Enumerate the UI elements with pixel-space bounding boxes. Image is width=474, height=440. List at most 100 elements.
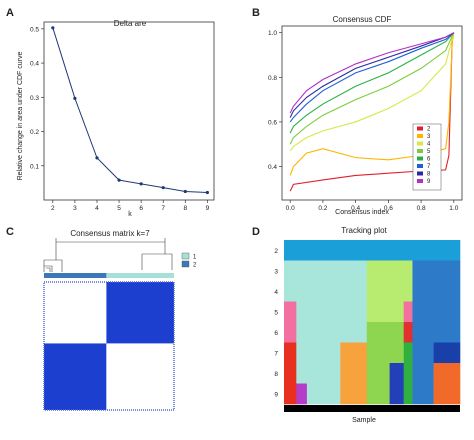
cluster-legend-swatch [181, 260, 190, 268]
consensus-cdf-ytick-label: 0.6 [268, 119, 277, 126]
panel-letter-d: D [252, 226, 260, 238]
consensus-cdf-series-4 [289, 32, 455, 152]
tracking-segment [306, 383, 341, 405]
legend-swatch [417, 126, 423, 131]
tracking-row-label: 8 [274, 371, 278, 378]
tracking-segment [403, 342, 413, 364]
consensus-cdf-series-9 [289, 32, 455, 114]
tracking-plot-chart: Tracking plot Sample 2 3 4 5 6 7 8 9 [274, 226, 461, 424]
tracking-segment [412, 342, 434, 364]
consensus-cdf-series-7 [289, 32, 455, 123]
delta-area-point [161, 186, 165, 190]
tracking-row-label: 2 [274, 248, 278, 255]
cluster-legend-label: 2 [193, 263, 197, 269]
consensus-cdf-ytick-label: 0.4 [268, 164, 277, 171]
tracking-segment [284, 240, 368, 261]
consensus-cdf-frame [281, 25, 463, 201]
delta-area-ytick-label: 0.4 [30, 61, 39, 68]
delta-area-line [52, 27, 208, 193]
legend-label: 4 [427, 142, 431, 148]
legend-label: 9 [427, 179, 431, 185]
consensus-cdf-series-2 [289, 32, 455, 192]
consensus-cdf-ytick-label: 1.0 [268, 30, 277, 37]
panel-letter-a: A [6, 7, 14, 19]
legend-label: 6 [427, 157, 431, 163]
tracking-segment [284, 301, 297, 323]
tracking-segment [340, 383, 368, 405]
consensus-cdf-series-3 [289, 32, 455, 176]
matrix-block [44, 343, 107, 410]
dendrogram [43, 238, 173, 272]
delta-area-ytick-label: 0.1 [30, 163, 39, 170]
delta-area-xlabel: k [128, 211, 132, 218]
matrix-border [43, 281, 175, 411]
tracking-segment [284, 260, 368, 282]
tracking-segment [389, 383, 404, 405]
legend-label: 5 [427, 149, 431, 155]
matrix-block [106, 343, 174, 410]
tracking-segment [284, 342, 297, 364]
delta-area-xtick-label: 5 [117, 205, 121, 212]
tracking-segment [433, 342, 461, 364]
tracking-row-label: 3 [274, 268, 278, 275]
legend-swatch [417, 156, 423, 161]
tracking-row-label: 6 [274, 330, 278, 337]
tracking-segment [296, 383, 308, 405]
consensus-matrix-legend: 12 [181, 252, 197, 269]
delta-area-xtick-label: 9 [206, 205, 210, 212]
consensus-matrix-title: Consensus matrix k=7 [70, 229, 150, 238]
cluster-bar-segment-2 [44, 273, 107, 278]
tracking-segment [403, 301, 413, 323]
tracking-segment [403, 363, 413, 384]
delta-area-frame [43, 21, 215, 201]
tracking-segment [412, 383, 434, 405]
delta-area-point [205, 190, 209, 195]
tracking-row-label: 9 [274, 391, 278, 398]
tracking-segment [403, 383, 413, 405]
consensus-cdf-xtick-label: 0.0 [286, 205, 295, 212]
legend-swatch [417, 141, 423, 146]
panel-letter-c: C [6, 226, 14, 238]
tracking-segment [412, 281, 461, 302]
consensus-cdf-series-8 [289, 32, 455, 118]
delta-area-point [183, 189, 187, 194]
delta-area-ytick-label: 0.3 [30, 95, 39, 102]
legend-label: 8 [427, 172, 431, 178]
tracking-segment [412, 363, 434, 384]
tracking-segment [284, 383, 297, 405]
delta-area-xtick-label: 6 [139, 205, 143, 212]
consensus-cdf-series-5 [289, 32, 455, 145]
delta-area-ytick-label: 0.5 [30, 26, 39, 33]
tracking-segment [412, 260, 461, 282]
legend-label: 3 [427, 134, 431, 140]
matrix-block [106, 282, 174, 344]
delta-area-point [95, 156, 99, 160]
consensus-cdf-chart: Consensus CDF Consensus index 0.0 0.2 0.4 0… [268, 15, 463, 216]
tracking-segment [366, 342, 404, 364]
tracking-segment [366, 240, 461, 261]
tracking-segment [366, 260, 413, 282]
cluster-bar [44, 273, 174, 278]
tracking-row-label: 4 [274, 289, 278, 296]
legend-swatch [417, 171, 423, 176]
delta-area-point [51, 26, 55, 30]
sample-bar [284, 405, 460, 412]
tracking-segment [340, 363, 368, 384]
delta-area-point [139, 182, 143, 186]
tracking-segment [296, 363, 341, 384]
tracking-segment [366, 322, 404, 343]
tracking-segment [389, 363, 404, 384]
delta-area-xtick-label: 2 [51, 205, 55, 212]
consensus-cdf-xtick-label: 0.6 [384, 205, 393, 212]
panel-letter-b: B [252, 7, 260, 19]
consensus-cdf-title: Consensus CDF [333, 15, 392, 24]
tracking-segment [433, 363, 461, 384]
tracking-segment [296, 322, 368, 343]
legend-label: 7 [427, 164, 431, 170]
cluster-legend-swatch [181, 252, 190, 260]
consensus-cdf-legend: 23 45 67 89 [412, 123, 442, 191]
tracking-segment [433, 383, 461, 405]
delta-area-xtick-label: 4 [95, 205, 99, 212]
matrix-block [44, 282, 107, 344]
